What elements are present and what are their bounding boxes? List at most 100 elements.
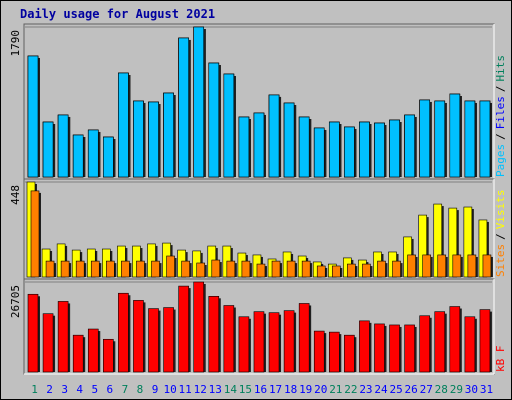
x-tick-label: 27 bbox=[420, 383, 433, 396]
bar bbox=[392, 260, 401, 278]
bar bbox=[467, 254, 477, 278]
bar bbox=[241, 260, 251, 278]
bar bbox=[166, 255, 175, 278]
x-tick-label: 17 bbox=[269, 383, 282, 396]
bar bbox=[286, 260, 296, 278]
x-tick-label: 31 bbox=[480, 383, 493, 396]
x-tick-label: 3 bbox=[61, 383, 68, 396]
bar bbox=[133, 300, 144, 373]
bar bbox=[344, 126, 355, 178]
bar bbox=[283, 310, 295, 373]
bar bbox=[452, 254, 462, 278]
bar bbox=[42, 313, 54, 373]
bar bbox=[298, 116, 310, 178]
x-tick-label: 26 bbox=[405, 383, 418, 396]
bar bbox=[118, 292, 129, 373]
bar bbox=[268, 94, 280, 178]
bar bbox=[316, 265, 326, 278]
legend-separator: / bbox=[494, 86, 507, 93]
bar bbox=[283, 102, 295, 178]
bar bbox=[27, 55, 39, 178]
x-tick-label: 6 bbox=[107, 383, 114, 396]
bar bbox=[208, 296, 220, 373]
bar bbox=[464, 100, 476, 178]
legend: Sites / Visits bbox=[494, 190, 507, 278]
bar bbox=[328, 331, 340, 373]
bar bbox=[422, 254, 431, 278]
bar bbox=[301, 260, 311, 278]
bar bbox=[148, 308, 159, 373]
bar bbox=[404, 324, 415, 373]
bar bbox=[223, 305, 235, 373]
bar bbox=[377, 260, 386, 278]
x-tick-label: 4 bbox=[76, 383, 83, 396]
x-tick-label: 11 bbox=[179, 383, 192, 396]
x-tick-label: 22 bbox=[344, 383, 357, 396]
bar bbox=[87, 129, 99, 178]
bar bbox=[437, 254, 447, 278]
bar bbox=[298, 303, 310, 373]
bar bbox=[57, 114, 69, 178]
legend: Pages / Files / Hits bbox=[494, 55, 507, 177]
bar bbox=[374, 122, 385, 178]
bar bbox=[90, 260, 100, 278]
bar bbox=[449, 93, 461, 178]
bar bbox=[404, 114, 415, 178]
legend: kB F bbox=[494, 346, 507, 373]
bar bbox=[256, 263, 266, 278]
bar bbox=[103, 136, 114, 178]
bar bbox=[226, 260, 236, 278]
bar bbox=[27, 293, 39, 373]
bar bbox=[178, 285, 189, 373]
bar bbox=[362, 263, 371, 278]
legend-entry: Files bbox=[494, 96, 507, 129]
legend-entry: Visits bbox=[494, 190, 507, 230]
bar bbox=[313, 127, 325, 178]
x-tick-label: 9 bbox=[152, 383, 159, 396]
x-tick-label: 18 bbox=[284, 383, 297, 396]
bar bbox=[449, 306, 461, 373]
x-tick-label: 2 bbox=[46, 383, 53, 396]
bar bbox=[118, 72, 129, 178]
x-tick-label: 12 bbox=[194, 383, 207, 396]
bar bbox=[133, 100, 144, 178]
bar bbox=[72, 334, 84, 373]
x-tick-label: 7 bbox=[122, 383, 129, 396]
x-tick-label: 8 bbox=[137, 383, 144, 396]
bar bbox=[238, 316, 250, 373]
y-tick-label: 26705 bbox=[9, 285, 22, 318]
legend-entry: Sites bbox=[494, 244, 507, 277]
chart-title: Daily usage for August 2021 bbox=[20, 7, 215, 21]
bar bbox=[359, 121, 370, 178]
bar bbox=[193, 281, 205, 373]
bar bbox=[464, 316, 476, 373]
bar bbox=[148, 101, 159, 178]
bar bbox=[389, 324, 400, 373]
bar bbox=[223, 73, 235, 178]
legend-separator: / bbox=[494, 233, 507, 240]
bar bbox=[374, 323, 385, 373]
bar bbox=[163, 307, 174, 373]
bar bbox=[482, 254, 492, 278]
x-tick-label: 30 bbox=[465, 383, 478, 396]
bar bbox=[151, 260, 160, 278]
x-tick-label: 19 bbox=[299, 383, 312, 396]
legend-entry: Pages bbox=[494, 144, 507, 177]
x-tick-label: 23 bbox=[359, 383, 372, 396]
x-tick-label: 13 bbox=[209, 383, 222, 396]
bar bbox=[106, 260, 115, 278]
bar bbox=[103, 338, 114, 373]
bar bbox=[30, 190, 40, 278]
bar bbox=[211, 259, 221, 278]
bar bbox=[193, 26, 205, 178]
bar bbox=[347, 263, 356, 278]
bar bbox=[57, 301, 69, 373]
bar bbox=[181, 260, 190, 278]
bar bbox=[419, 99, 430, 178]
bar bbox=[136, 260, 145, 278]
bar bbox=[313, 330, 325, 373]
x-tick-label: 15 bbox=[239, 383, 252, 396]
bar bbox=[121, 260, 130, 278]
bar bbox=[479, 309, 491, 373]
x-tick-label: 1 bbox=[31, 383, 38, 396]
